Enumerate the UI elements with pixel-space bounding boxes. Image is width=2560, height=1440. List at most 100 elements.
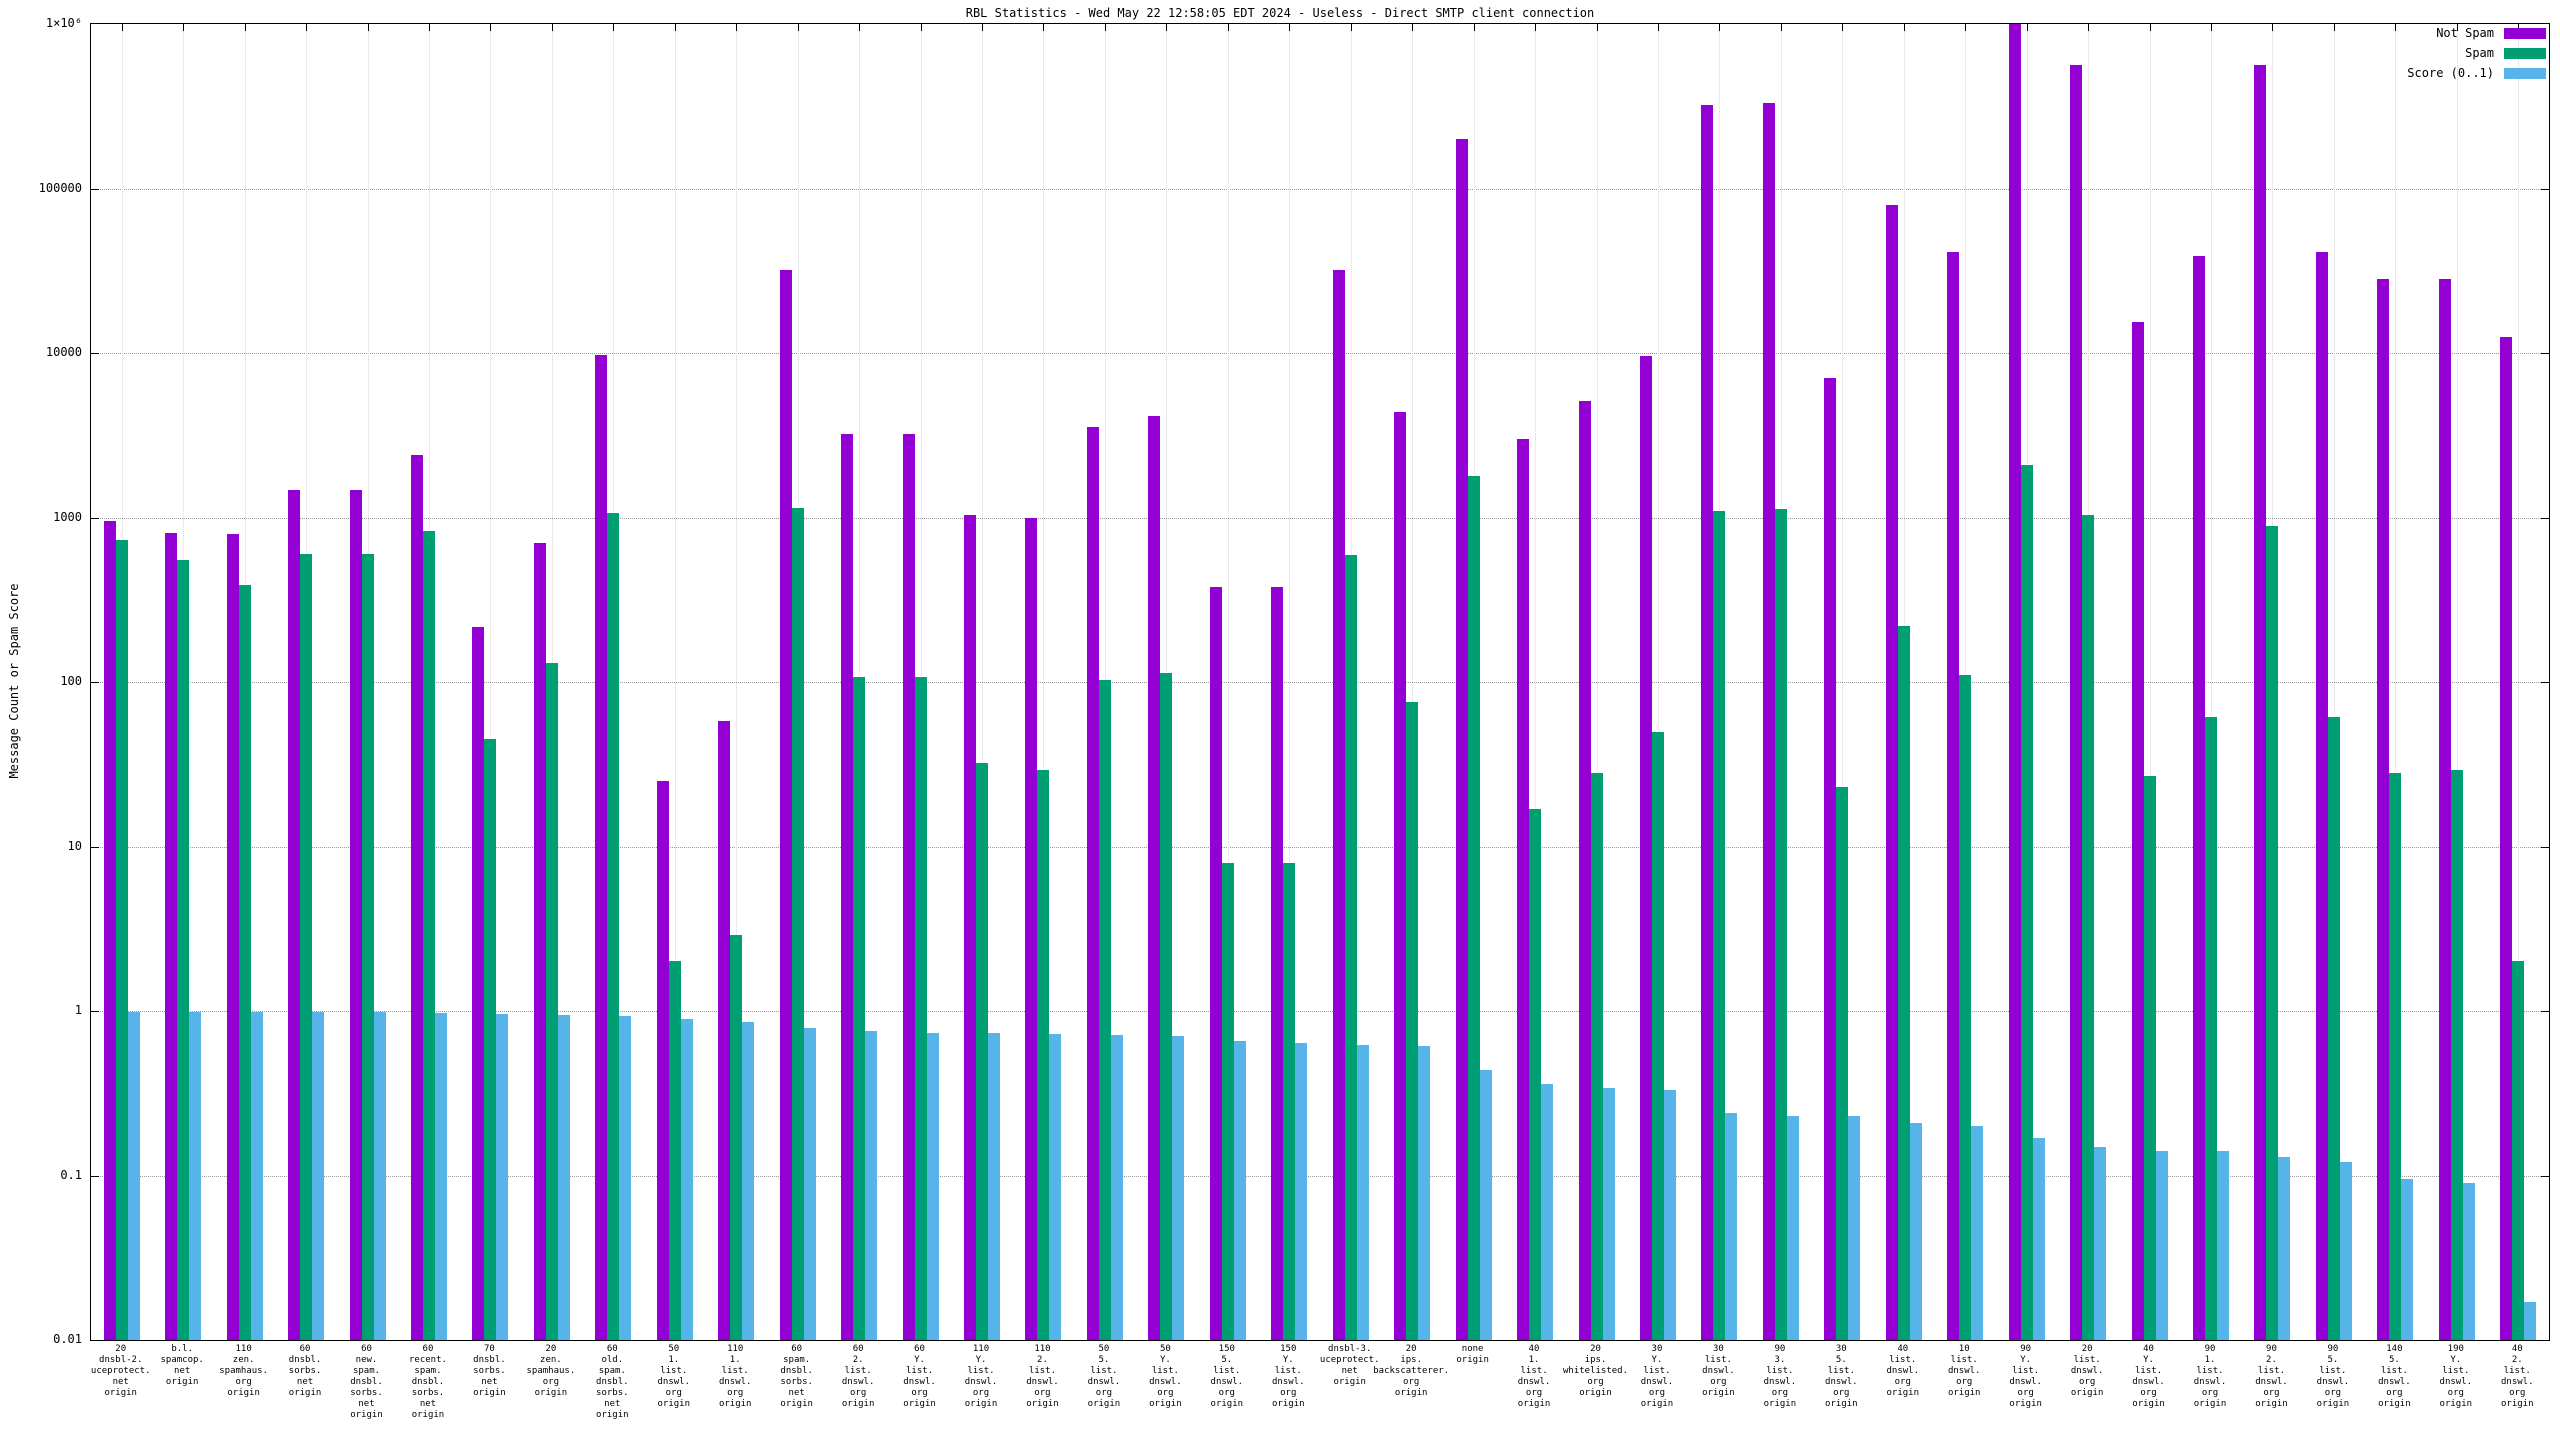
x-tick-label-line: recent. <box>409 1355 447 1365</box>
x-tick-label-line: org <box>911 1388 928 1398</box>
x-tick-label-line: list. <box>1704 1355 1732 1365</box>
x-tick-label-line: list. <box>1028 1366 1057 1376</box>
x-tick-label-line: 20 <box>1405 1344 1417 1354</box>
h-gridline <box>91 517 2549 519</box>
bar-spam <box>1344 555 1357 1340</box>
x-tick-label-line: origin <box>596 1410 629 1420</box>
x-tick-label: 20 zen. spamhaus. org origin <box>511 1344 591 1399</box>
bar-score-0-1 <box>1233 1040 1246 1340</box>
x-tickmark <box>2395 24 2397 31</box>
x-tick-label-line: origin <box>2501 1399 2534 1409</box>
x-tick-label-line: origin <box>657 1399 691 1409</box>
x-tick-label-line: origin <box>288 1388 322 1398</box>
x-tick-label-line: 2. <box>2511 1355 2523 1365</box>
x-tick-label-line: 50 <box>1159 1344 1171 1354</box>
x-tick-label-line: org <box>1157 1388 1174 1398</box>
x-tick-label-line: origin <box>903 1399 936 1409</box>
y-tick-label: 1×10⁶ <box>45 16 82 30</box>
x-tick-label-line: spamhaus. <box>526 1366 576 1376</box>
x-tick-label: 110 Y. list. dnswl. org origin <box>941 1344 1021 1410</box>
x-tick-label-line: net <box>1341 1366 1358 1376</box>
x-tick-label-line: list. <box>906 1366 934 1376</box>
x-tick-label: 30 5. list. dnswl. org origin <box>1801 1344 1881 1410</box>
x-tick-label: 110 2. list. dnswl. org origin <box>1002 1344 1082 1410</box>
bar-score-0-1 <box>742 1021 755 1340</box>
bar-spam <box>791 507 804 1340</box>
score-swatch-icon <box>2504 67 2546 79</box>
x-tick-label: 60 2. list. dnswl. org origin <box>818 1344 898 1410</box>
x-tick-label-line: dnsbl. <box>350 1377 383 1387</box>
x-tick-label-line: Y. <box>2450 1355 2462 1365</box>
x-tick-label-line: org <box>1218 1388 1235 1398</box>
bar-not-spam <box>1025 518 1038 1340</box>
x-tick-label-line: Y. <box>2020 1355 2032 1365</box>
x-tick-label-line: org <box>727 1388 744 1398</box>
x-tick-label-line: none <box>1461 1344 1484 1354</box>
bar-not-spam <box>964 515 977 1340</box>
x-tick-label-line: origin <box>1026 1399 1059 1409</box>
bar-score-0-1 <box>1602 1088 1615 1340</box>
x-tick-label-line: origin <box>2009 1399 2042 1409</box>
x-tick-label-line: 110 <box>235 1344 252 1354</box>
x-tick-label-line: 60 <box>791 1344 803 1354</box>
x-tickmark <box>244 24 246 31</box>
bar-spam <box>1160 673 1173 1340</box>
x-tick-label-line: org <box>1956 1377 1973 1387</box>
x-tick-label-line: origin <box>1210 1399 1244 1409</box>
x-tick-label-line: 50 <box>668 1344 680 1354</box>
x-tickmark <box>1535 24 1537 31</box>
x-tick-label-line: dnsbl. <box>288 1355 322 1365</box>
y-tick-label: 10 <box>67 838 82 853</box>
x-tick-label-line: org <box>1403 1377 1420 1387</box>
x-tickmark <box>1657 24 1659 31</box>
bar-not-spam <box>595 355 608 1340</box>
y-tick-label: 100000 <box>38 180 82 195</box>
legend-item-not-spam: Not Spam <box>2407 26 2546 40</box>
bar-score-0-1 <box>1848 1116 1861 1340</box>
x-tick-label-line: org <box>2509 1388 2526 1398</box>
x-tickmark <box>2333 24 2335 31</box>
x-tick-label-line: list. <box>2380 1366 2408 1376</box>
x-tick-label-line: org <box>665 1388 682 1398</box>
x-tick-label-line: dnswl. <box>1026 1377 1059 1387</box>
x-tick-label-line: dnswl. <box>1272 1377 1305 1387</box>
x-tick-label-line: ips. <box>1584 1355 1607 1365</box>
y-tickmark <box>91 1011 99 1012</box>
x-tick-label: 20 ips. whitelisted. org origin <box>1556 1344 1636 1399</box>
x-tick-label-line: 30 <box>1713 1344 1724 1354</box>
bar-spam <box>2082 515 2095 1340</box>
x-tick-label-line: 150 <box>1280 1344 1297 1354</box>
x-tick-label-line: Y. <box>914 1355 925 1365</box>
x-tick-label-line: spam. <box>352 1366 381 1376</box>
x-tick-label: 90 2. list. dnswl. org origin <box>2231 1344 2311 1410</box>
x-tickmark <box>183 24 185 31</box>
x-tick-label-line: origin <box>534 1388 568 1398</box>
bar-spam <box>2389 772 2402 1340</box>
bar-not-spam <box>1517 439 1530 1340</box>
x-tickmark <box>674 24 676 31</box>
bar-not-spam <box>288 489 301 1340</box>
bar-not-spam <box>2193 255 2206 1340</box>
bar-not-spam <box>1332 269 1345 1340</box>
bar-spam <box>853 677 866 1340</box>
bar-score-0-1 <box>2462 1183 2475 1340</box>
bar-not-spam <box>1148 415 1161 1340</box>
bar-spam <box>1529 808 1542 1340</box>
y-tick-label: 0.1 <box>60 1167 82 1182</box>
x-tick-label: 70 dnsbl. sorbs. net origin <box>449 1344 529 1399</box>
bar-spam <box>2450 770 2463 1340</box>
x-tick-label-line: list. <box>721 1366 749 1376</box>
x-tick-label-line: list. <box>1213 1366 1241 1376</box>
bar-spam <box>2143 775 2156 1340</box>
x-tick-label: 20 dnsbl-2. uceprotect. net origin <box>81 1344 161 1399</box>
x-tick-label-line: Y. <box>1651 1355 1663 1365</box>
x-tick-label: 60 spam. dnsbl. sorbs. net origin <box>757 1344 837 1410</box>
x-tick-label-line: dnswl. <box>903 1377 936 1387</box>
x-tick-label-line: new. <box>355 1355 378 1365</box>
x-tick-label-line: list. <box>967 1366 995 1376</box>
x-tick-label-line: org <box>1034 1388 1051 1398</box>
bar-spam <box>2327 717 2340 1340</box>
bar-not-spam <box>165 533 178 1340</box>
x-tick-label-line: list. <box>1274 1366 1302 1376</box>
bar-score-0-1 <box>1418 1046 1431 1340</box>
